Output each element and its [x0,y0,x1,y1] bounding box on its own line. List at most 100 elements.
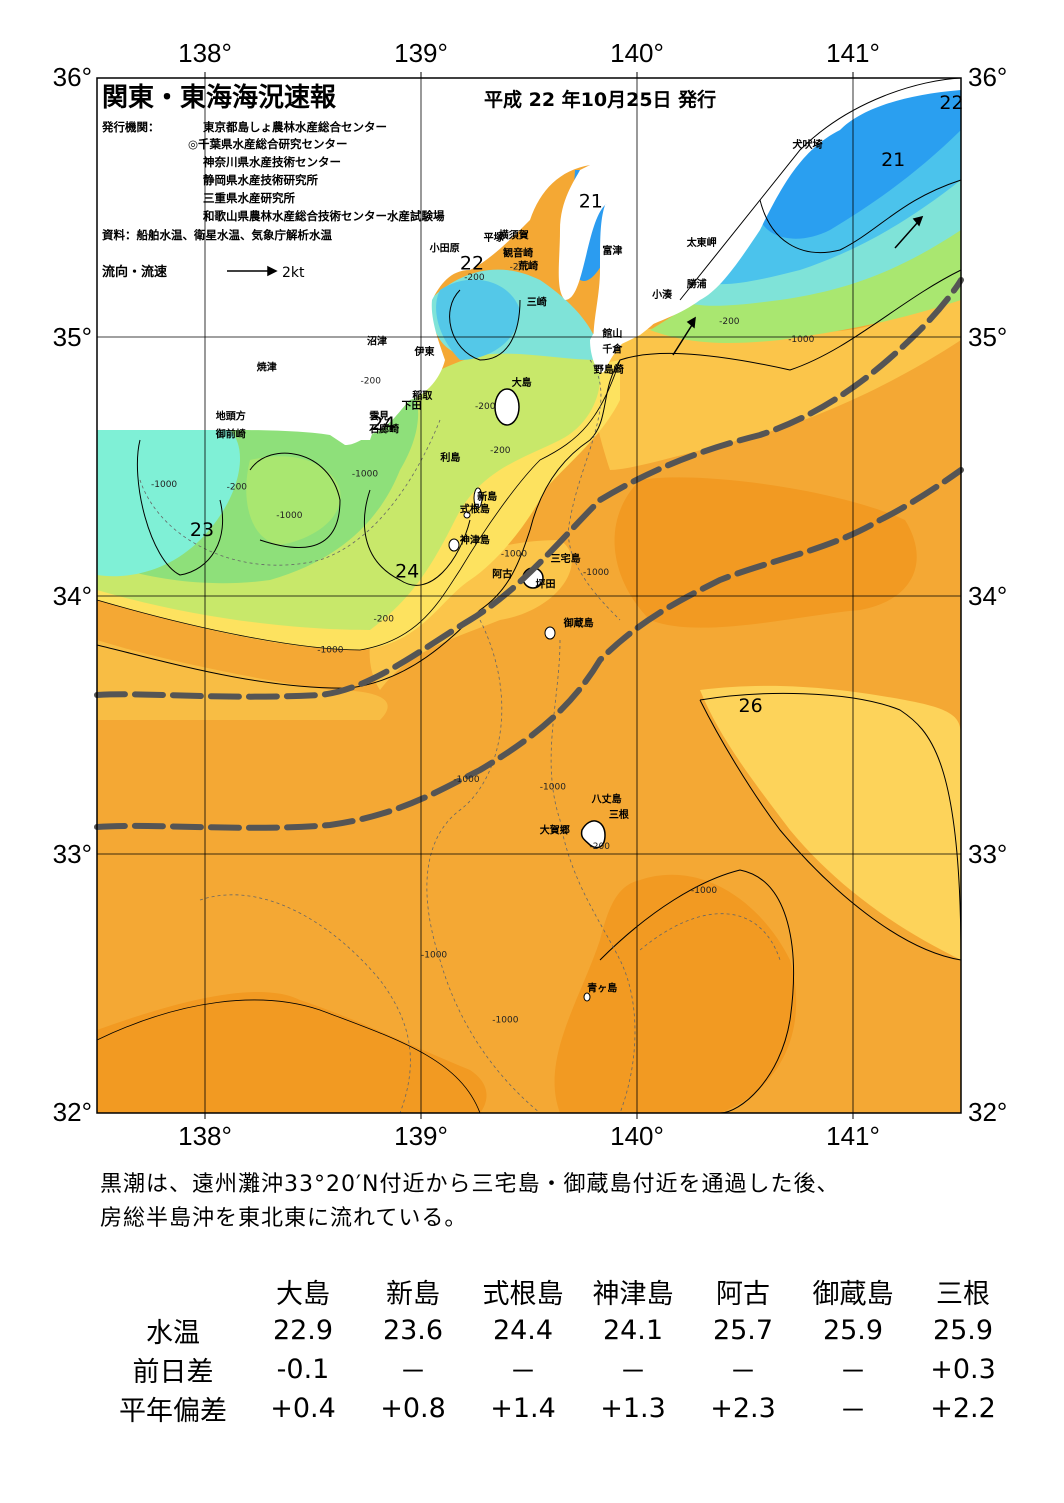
lon-label: 140° [610,1121,664,1150]
depth-label: -1000 [421,951,447,961]
lon-label: 140° [610,38,664,68]
place-name: 大賀郷 [540,824,570,837]
depth-label: -1000 [501,550,527,560]
table-cell: 22.9 [272,1315,334,1346]
column-header: 阿古 [716,1279,770,1310]
place-name: 御蔵島 [563,617,594,630]
depth-label: -200 [475,402,496,412]
issuer: ◎千葉県水産総合研究センター [188,137,348,151]
table-cell: -0.1 [276,1354,330,1385]
place-name: 利島 [440,451,460,464]
column-header: 新島 [386,1279,440,1310]
place-name: 地頭方 [216,410,246,423]
issuer: 静岡県水産技術研究所 [203,173,318,187]
place-name: 三宅島 [551,552,581,565]
isotherm-label: 21 [579,190,603,212]
place-name: 野島崎 [594,363,624,376]
lat-label: 34° [968,581,1007,611]
isotherm-label: 26 [739,695,763,717]
place-name: 焼津 [257,360,277,373]
place-name: 横須賀 [499,228,529,241]
table-cell: +1.4 [490,1393,556,1424]
temperature-field [97,78,961,1113]
place-name: 阿古 [492,567,512,580]
place-name: 式根島 [460,503,490,516]
sea-condition-map: 138° 139° 140° 141° 138° 139° 140° 141° … [53,38,1008,1150]
depth-label: -200 [510,263,531,273]
place-name: 八丈島 [591,793,622,806]
lon-label: 141° [826,38,880,68]
map-header: 関東・東海海況速報 平成 22 年10月25日 発行 発行機関： 東京都島しょ農… [101,83,716,281]
temperature-labels: 22 21 21 22 24 23 24 26 [190,92,964,717]
depth-label: -200 [719,317,740,327]
lat-label: 35° [968,322,1007,352]
depth-label: -200 [227,482,248,492]
description-line: 黒潮は、遠州灘沖33°20′N付近から三宅島・御蔵島付近を通過した後、 [100,1172,840,1197]
map-title: 関東・東海海況速報 [102,83,337,113]
table-cell: +1.3 [600,1393,666,1424]
place-name: 犬吠埼 [793,138,823,151]
lat-label: 32° [53,1097,92,1127]
table-cell: 24.4 [492,1315,554,1346]
table-cell: +0.8 [380,1393,446,1424]
place-name: 青ヶ島 [587,981,617,994]
depth-label: -1000 [691,886,717,896]
place-name: 荒崎 [517,260,538,273]
place-name: 坪田 [536,578,556,591]
place-name: 三根 [609,808,629,821]
place-name: 小田原 [429,241,460,254]
table-cell: － [619,1357,647,1388]
place-name: 三崎 [527,296,547,309]
data-source: 資料：船舶水温、衛星水温、気象庁解析水温 [102,228,332,242]
isotherm-label: 22 [939,92,963,114]
current-arrows [227,215,924,356]
table-cell: 23.6 [382,1315,444,1346]
isotherm-lines [96,77,962,1114]
table-cell: 25.9 [932,1315,994,1346]
depth-label: -200 [361,376,382,386]
lat-label: 36° [53,62,92,92]
depth-contours [139,359,781,1114]
kuroshio-axis [94,277,964,831]
issue-date: 平成 22 年10月25日 発行 [484,88,716,111]
axis-labels: 138° 139° 140° 141° 138° 139° 140° 141° … [53,38,1008,1150]
depth-label: -200 [464,273,485,283]
row-label: 平年偏差 [119,1396,227,1427]
place-name: 神津島 [460,534,490,547]
table-cell: 24.1 [602,1315,664,1346]
isotherm-label: 24 [371,413,395,435]
kuroshio-description: 黒潮は、遠州灘沖33°20′N付近から三宅島・御蔵島付近を通過した後、 房総半島… [100,1168,1000,1236]
place-name: 富津 [602,244,622,257]
column-header: 式根島 [482,1279,564,1310]
flow-legend-unit: 2kt [282,265,305,281]
place-name: 館山 [601,327,622,340]
column-header: 神津島 [592,1279,674,1310]
place-name: 稲取 [412,389,433,402]
place-name: 平塚 [484,231,504,244]
place-name: 御前崎 [215,428,246,441]
isotherm-label: 22 [460,253,484,275]
place-name: 小湊 [651,288,673,301]
place-name: 下田 [402,400,422,412]
issuer: 東京都島しょ農林水産総合センター [203,120,387,134]
flow-legend-label: 流向・流速 [102,264,167,280]
depth-label: -200 [374,614,395,624]
lon-label: 138° [178,1121,232,1150]
lon-label: 141° [826,1121,880,1150]
depth-label: -1000 [317,645,343,655]
depth-label: -1000 [352,470,378,480]
place-name: 石廊崎 [368,423,399,436]
depth-label: -1000 [276,511,302,521]
row-label: 前日差 [132,1357,214,1388]
land-areas [97,78,961,1002]
isotherm-label: 24 [395,560,419,582]
depth-label: -1000 [788,335,814,345]
depth-label: -1000 [540,783,566,793]
isotherm-label: 21 [881,149,905,171]
place-name: 勝浦 [687,278,707,291]
table-cell: － [839,1357,867,1388]
column-header: 大島 [276,1279,330,1310]
table-header-row: 大島 新島 式根島 神津島 阿古 御蔵島 三根 [98,1272,1018,1311]
table-row: 水温 22.9 23.6 24.4 24.1 25.7 25.9 25.9 [98,1311,1018,1350]
